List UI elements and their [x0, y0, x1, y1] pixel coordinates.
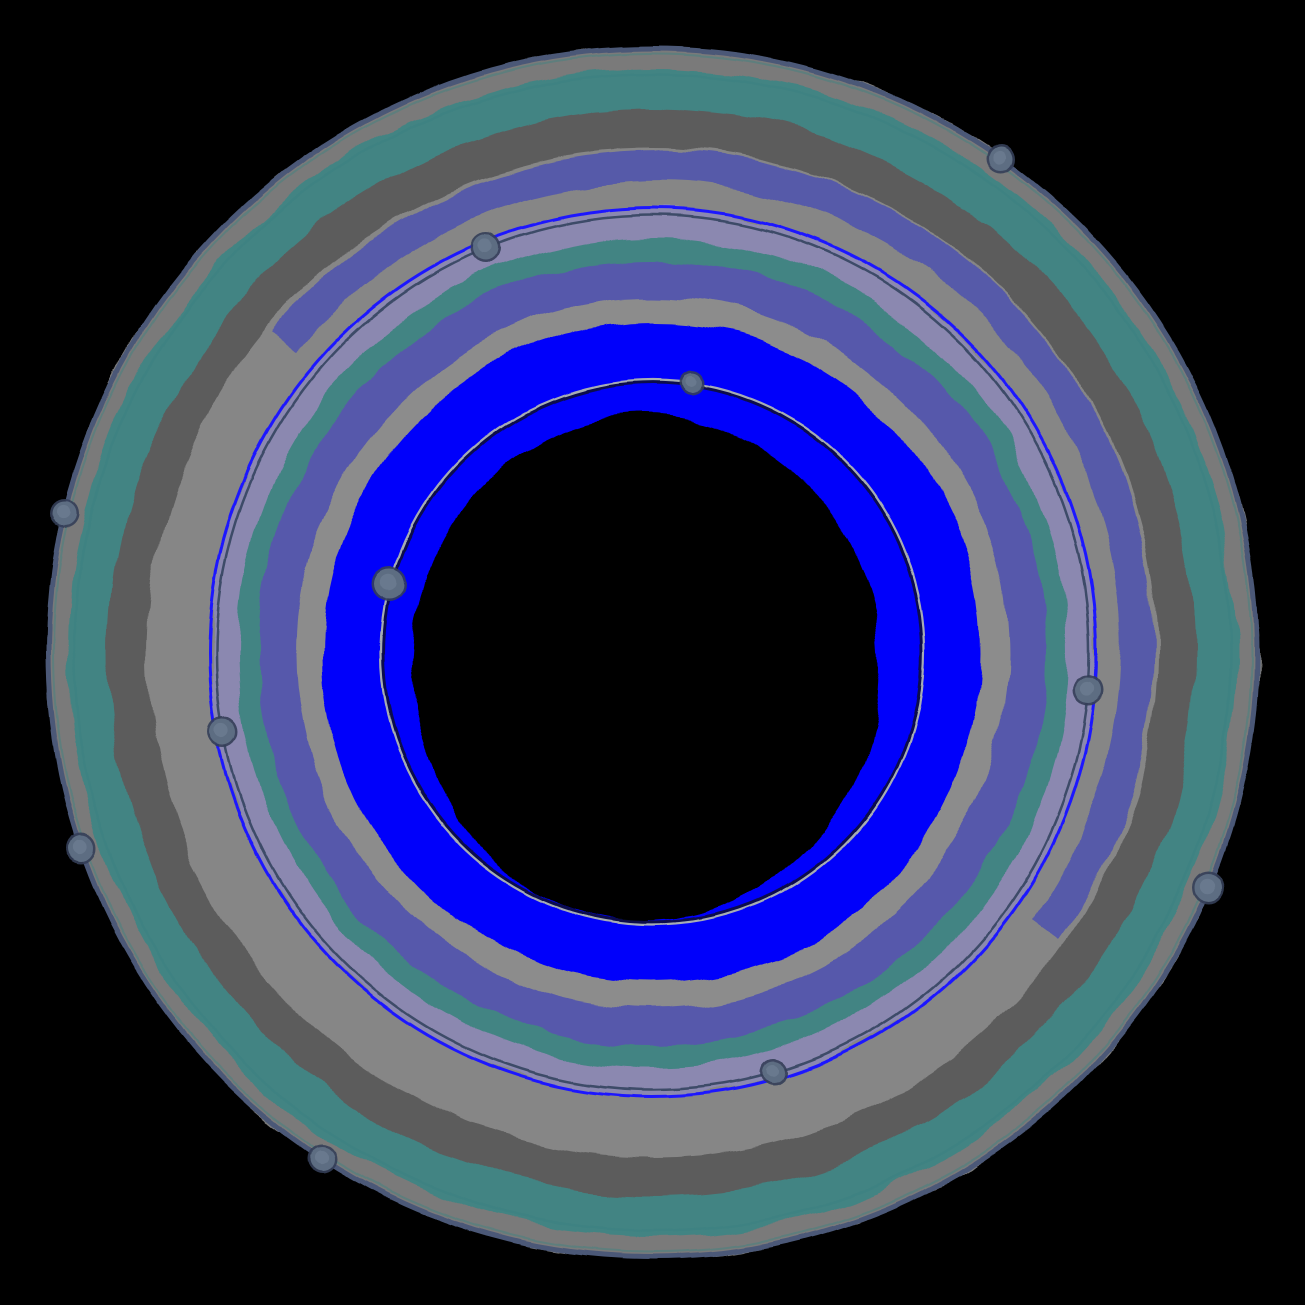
orbit-lines-layer	[46, 46, 1259, 1259]
node-outer-top-right[interactable]	[986, 144, 1016, 174]
outer-orbit-teal-accent	[52, 52, 1253, 1253]
inner-orbit-line	[379, 379, 926, 926]
node-inner-top[interactable]	[679, 370, 705, 396]
ring-bands-layer	[47, 47, 1258, 1258]
inner-orbit-shadow	[380, 380, 925, 925]
node-middle-bottom[interactable]	[760, 1058, 788, 1086]
node-middle-left[interactable]	[207, 716, 239, 748]
orbit-nodes-layer	[50, 144, 1226, 1173]
outer-teal-thin-ring	[73, 73, 1232, 1232]
middle-orbit-line	[214, 214, 1091, 1091]
outer-orbit-line	[46, 46, 1259, 1259]
middle-orbit-blue-line	[207, 207, 1098, 1098]
node-inner-left[interactable]	[371, 566, 407, 602]
node-outer-left-upper[interactable]	[50, 498, 80, 528]
node-outer-bottom-left[interactable]	[307, 1143, 337, 1173]
center-void	[410, 416, 880, 920]
node-outer-right-lower[interactable]	[1192, 870, 1226, 904]
node-middle-right[interactable]	[1072, 674, 1104, 706]
band-top-slate-arc	[270, 150, 1154, 939]
node-outer-left-lower[interactable]	[65, 832, 97, 864]
node-middle-top-left[interactable]	[470, 232, 502, 264]
